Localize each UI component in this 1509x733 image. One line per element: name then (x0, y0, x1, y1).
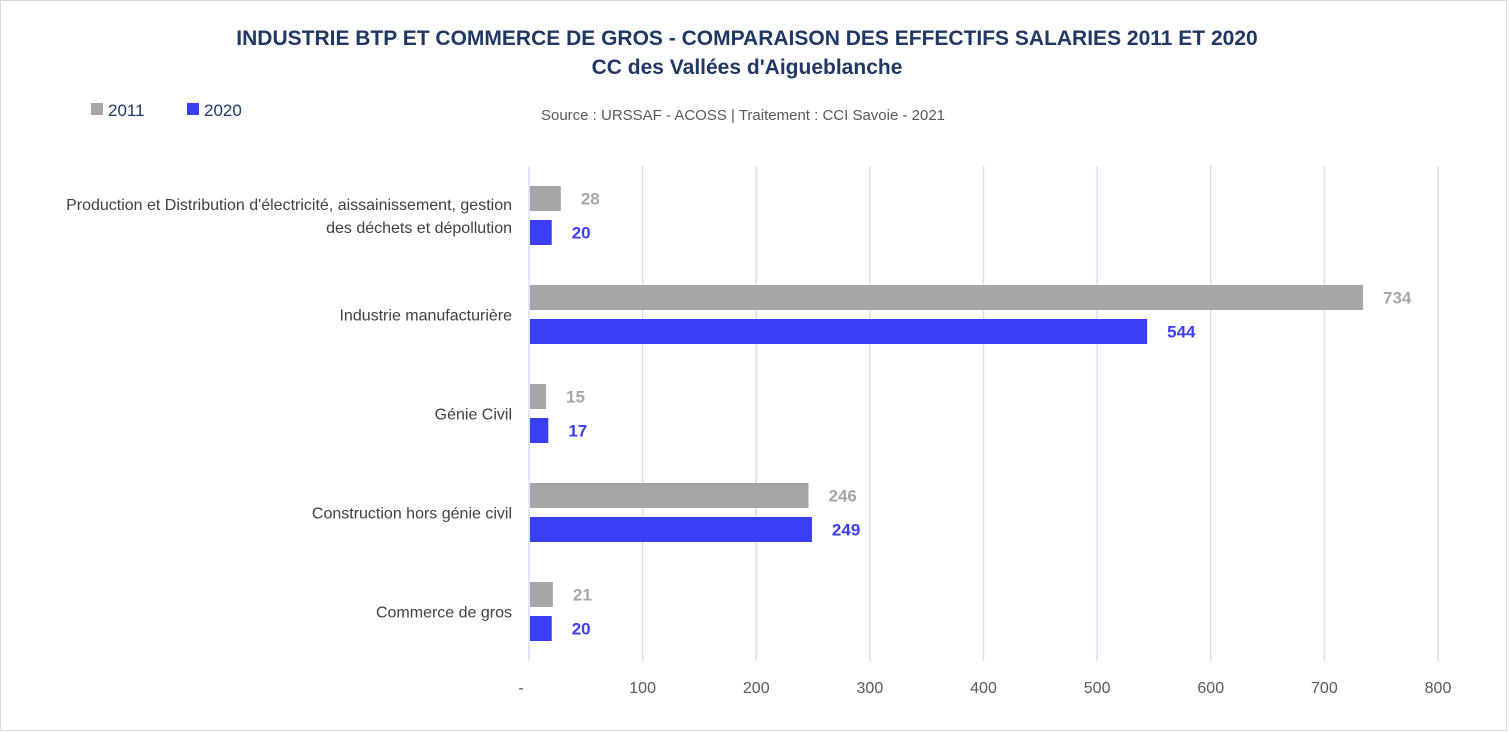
x-tick-label: 800 (1425, 680, 1452, 697)
category-labels: Production et Distribution d'électricité… (66, 197, 512, 622)
bar-2011 (530, 582, 553, 607)
x-tick-label: - (518, 680, 523, 697)
category-label: Production et Distribution d'électricité… (66, 197, 512, 237)
data-label-2011: 246 (829, 487, 857, 506)
data-label-2011: 21 (573, 586, 592, 605)
category-label: Industrie manufacturière (339, 308, 512, 325)
legend-swatch-2020 (187, 103, 199, 115)
x-axis-ticks: - 100 200 300 400 500 600 700 800 (518, 680, 1451, 697)
category-label: Génie Civil (435, 407, 512, 424)
chart-title: INDUSTRIE BTP ET COMMERCE DE GROS - COMP… (236, 27, 1257, 50)
data-label-2020: 20 (572, 620, 591, 639)
data-label-2011: 28 (581, 190, 600, 209)
bars (530, 186, 1364, 641)
bar-2011 (530, 285, 1364, 310)
x-tick-label: 300 (857, 680, 884, 697)
x-tick-label: 600 (1197, 680, 1224, 697)
data-label-2011: 15 (566, 388, 585, 407)
bar-2020 (530, 319, 1148, 344)
data-label-2020: 20 (572, 224, 591, 243)
bar-2020 (530, 517, 812, 542)
bar-2011 (530, 483, 809, 508)
legend-label-2011: 2011 (108, 101, 145, 120)
legend-label-2020: 2020 (204, 101, 242, 120)
legend-swatch-2011 (91, 103, 103, 115)
data-label-2020: 17 (568, 422, 587, 441)
bar-2011 (530, 186, 561, 211)
category-label: Commerce de gros (376, 605, 512, 622)
data-label-2020: 249 (832, 521, 860, 540)
bar-2011 (530, 384, 547, 409)
data-label-2011: 734 (1383, 289, 1412, 308)
bar-2020 (530, 418, 549, 443)
chart-subtitle: CC des Vallées d'Aigueblanche (592, 56, 903, 79)
x-tick-label: 200 (743, 680, 770, 697)
x-tick-label: 500 (1084, 680, 1111, 697)
source-note: Source : URSSAF - ACOSS | Traitement : C… (541, 107, 945, 124)
legend: 2011 2020 (91, 101, 242, 120)
data-label-2020: 544 (1167, 323, 1196, 342)
bar-2020 (530, 220, 552, 245)
data-labels: 28 20 734 544 15 17 246 249 21 20 (566, 190, 1412, 639)
bar-2020 (530, 616, 552, 641)
x-tick-label: 100 (629, 680, 656, 697)
x-tick-label: 400 (970, 680, 997, 697)
category-label: Construction hors génie civil (312, 506, 512, 523)
gridlines (528, 166, 1439, 661)
x-tick-label: 700 (1311, 680, 1338, 697)
